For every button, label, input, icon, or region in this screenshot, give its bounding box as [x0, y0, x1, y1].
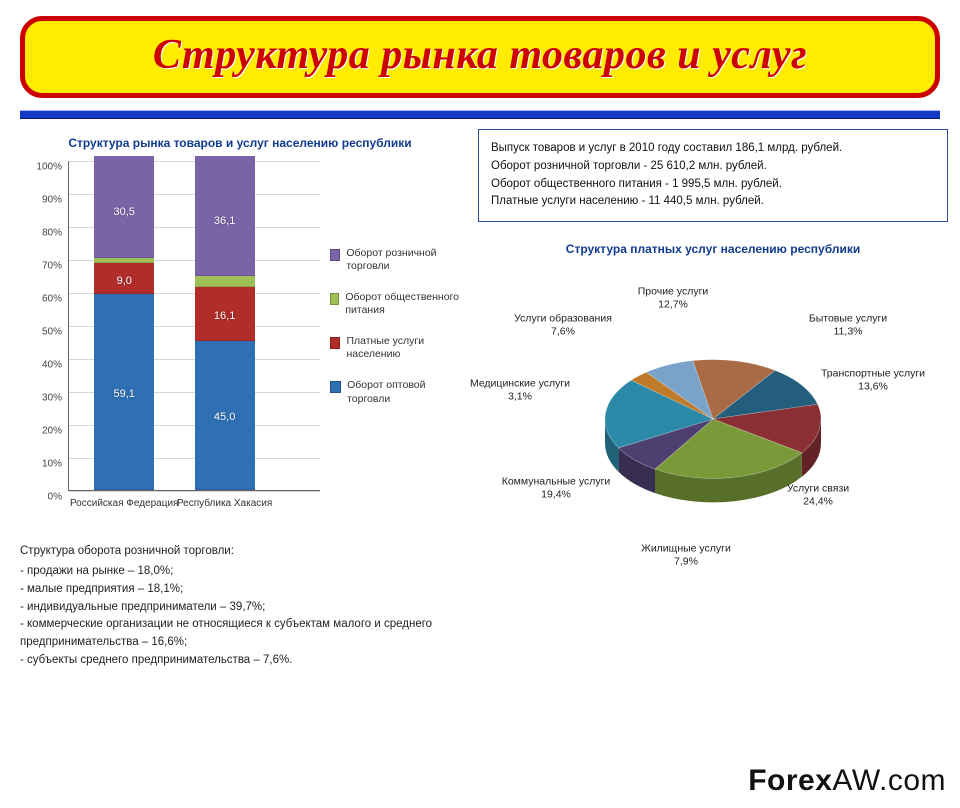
pie-chart: Структура платных услуг населению респуб…: [478, 242, 948, 572]
legend-item: Оборот оптовой торговли: [330, 379, 460, 405]
pie-label: Медицинские услуги3,1%: [470, 378, 570, 403]
pie-label: Услуги связи24,4%: [787, 483, 849, 508]
divider-rule: [20, 110, 940, 119]
info-line: Оборот розничной торговли - 25 610,2 млн…: [491, 158, 935, 176]
retail-structure-block: Структура оборота розничной торговли: - …: [20, 543, 460, 670]
watermark-domain: AW.com: [832, 764, 946, 797]
retail-item: - коммерческие организации не относящиес…: [20, 616, 460, 652]
retail-item: - малые предприятия – 18,1%;: [20, 581, 460, 599]
retail-item: - индивидуальные предприниматели – 39,7%…: [20, 599, 460, 617]
x-category: Республика Хакасия: [170, 490, 280, 510]
pie-label: Услуги образования7,6%: [514, 313, 612, 338]
pie-label: Жилищные услуги7,9%: [641, 543, 731, 568]
bar-legend: Оборот розничной торговли Оборот обществе…: [320, 161, 460, 491]
pie-label: Бытовые услуги11,3%: [809, 313, 887, 338]
title-text: Структура рынка товаров и услуг: [153, 32, 807, 78]
pie-label: Транспортные услуги13,6%: [821, 368, 925, 393]
pie-label: Коммунальные услуги19,4%: [502, 476, 611, 501]
pie-labels: Бытовые услуги11,3% Транспортные услуги13…: [478, 242, 948, 572]
retail-item: - продажи на рынке – 18,0%;: [20, 563, 460, 581]
retail-structure-items: - продажи на рынке – 18,0%;- малые предп…: [20, 563, 460, 670]
title-banner: Структура рынка товаров и услуг: [20, 16, 940, 98]
legend-item: Оборот общественного питания: [330, 291, 460, 317]
bar-chart-title: Структура рынка товаров и услуг населени…: [20, 135, 460, 151]
legend-item: Оборот розничной торговли: [330, 247, 460, 273]
pie-label: Прочие услуги12,7%: [638, 286, 709, 311]
retail-structure-heading: Структура оборота розничной торговли:: [20, 543, 460, 561]
bar-segment: [195, 276, 255, 286]
bar-plot: 59,19,030,5Российская Федерация45,016,13…: [68, 161, 320, 491]
legend-item: Платные услуги населению: [330, 335, 460, 361]
info-line: Выпуск товаров и услуг в 2010 году соста…: [491, 140, 935, 158]
y-axis: 0%10%20%30%40%50%60%70%80%90%100%: [20, 161, 68, 491]
watermark-brand: Forex: [748, 764, 832, 797]
output-info-box: Выпуск товаров и услуг в 2010 году соста…: [478, 129, 948, 222]
watermark: ForexAW.com: [748, 764, 946, 798]
info-line: Оборот общественного питания - 1 995,5 м…: [491, 176, 935, 194]
info-line: Платные услуги населению - 11 440,5 млн.…: [491, 193, 935, 211]
retail-item: - субъекты среднего предпринимательства …: [20, 652, 460, 670]
x-category: Российская Федерация: [69, 490, 179, 510]
bar-chart: 0%10%20%30%40%50%60%70%80%90%100% 59,19,…: [20, 161, 460, 491]
